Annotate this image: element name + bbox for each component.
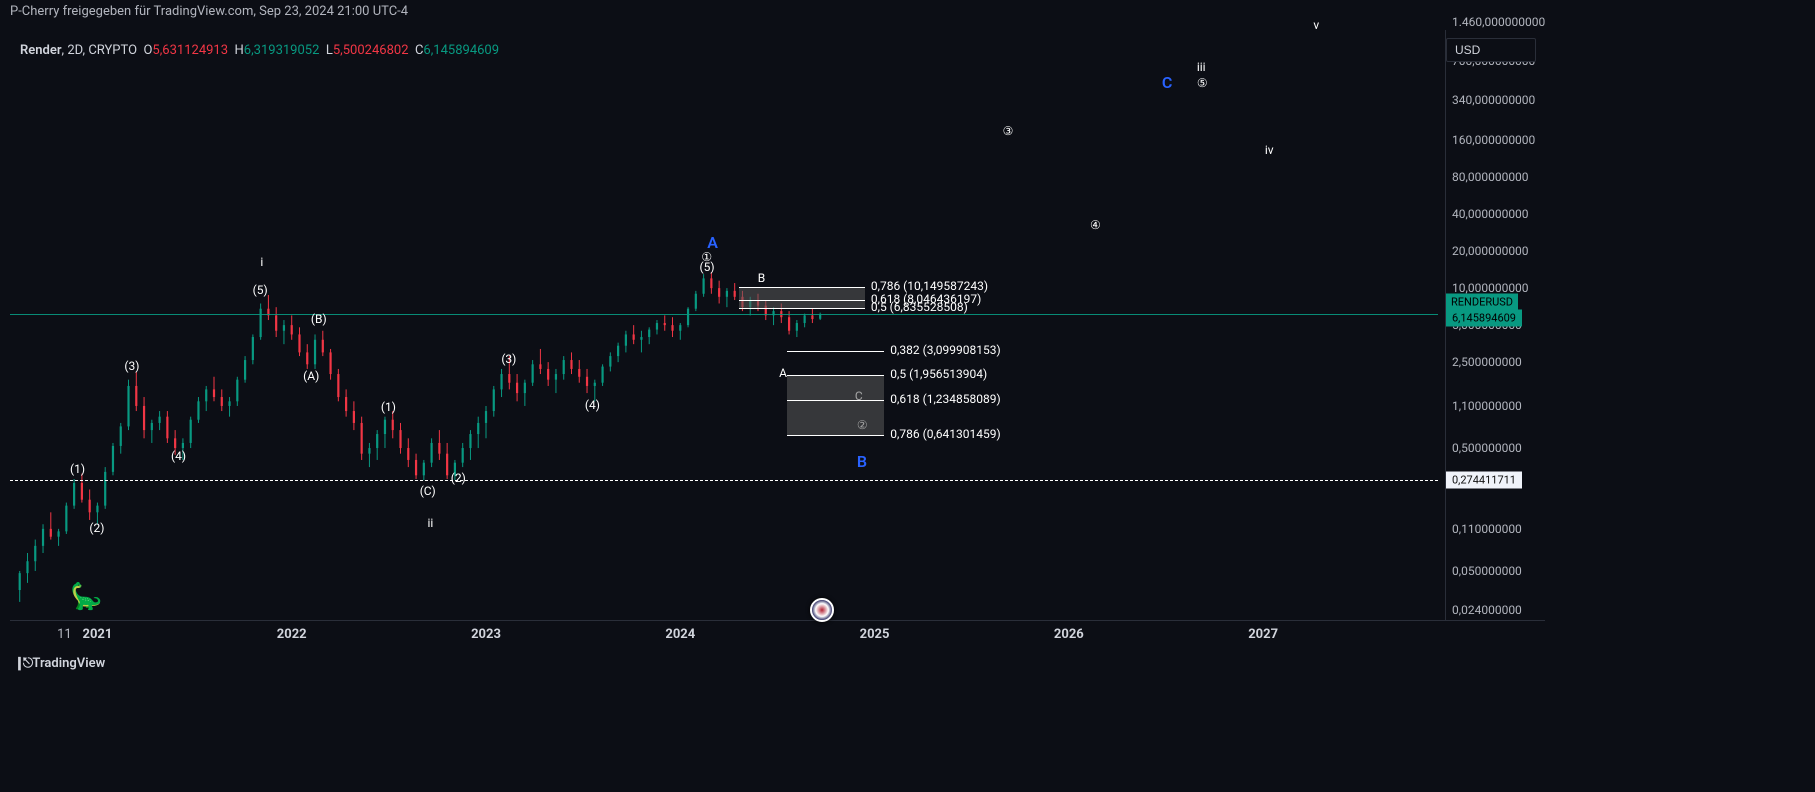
legend-c: 6,145894609 bbox=[423, 43, 499, 58]
legend-exchange: CRYPTO bbox=[88, 43, 137, 58]
chart-legend: Render, 2D, CRYPTO O5,631124913 H6,31931… bbox=[20, 43, 499, 58]
legend-o: 5,631124913 bbox=[152, 43, 228, 58]
x-tick: 2024 bbox=[665, 627, 695, 642]
x-tick: 2027 bbox=[1248, 627, 1278, 642]
branding-text: TradingView bbox=[32, 656, 105, 671]
currency-label: USD bbox=[1455, 43, 1480, 57]
legend-l: 5,500246802 bbox=[333, 43, 409, 58]
y-tick: 1,100000000 bbox=[1452, 399, 1522, 413]
chart-plot-area[interactable] bbox=[10, 30, 1438, 620]
candlestick-chart-svg bbox=[10, 30, 1438, 620]
price-symbol-tag: RENDERUSD bbox=[1446, 294, 1518, 311]
tradingview-logo: TradingView bbox=[14, 656, 105, 671]
y-tick: 0,024000000 bbox=[1452, 603, 1522, 617]
legend-l-label: L bbox=[326, 43, 333, 58]
x-tick: 11 bbox=[57, 627, 72, 642]
y-tick: 40,000000000 bbox=[1452, 207, 1529, 221]
y-tick: 340,000000000 bbox=[1452, 93, 1535, 107]
legend-h: 6,319319052 bbox=[244, 43, 320, 58]
current-price-tag: 6,145894609 bbox=[1446, 310, 1522, 327]
y-tick: 0,500000000 bbox=[1452, 441, 1522, 455]
y-tick: 160,000000000 bbox=[1452, 133, 1535, 147]
x-tick: 2023 bbox=[471, 627, 501, 642]
x-tick: 2025 bbox=[860, 627, 890, 642]
currency-selector-button[interactable]: USD bbox=[1446, 38, 1536, 62]
time-axis[interactable]: 11 2021 2022 2023 2024 2025 2026 2027 bbox=[10, 620, 1545, 649]
y-tick: 1.460,000000000 bbox=[1452, 15, 1545, 29]
y-tick: 0,110000000 bbox=[1452, 522, 1522, 536]
legend-symbol: Render bbox=[20, 43, 62, 58]
y-tick: 20,000000000 bbox=[1452, 244, 1529, 258]
x-tick: 2022 bbox=[277, 627, 307, 642]
price-axis[interactable]: 1.460,000000000700,000000000340,00000000… bbox=[1445, 30, 1544, 620]
y-tick: 0,050000000 bbox=[1452, 564, 1522, 578]
x-tick: 2021 bbox=[83, 627, 113, 642]
legend-interval: 2D bbox=[67, 43, 82, 58]
legend-h-label: H bbox=[235, 43, 244, 58]
y-tick: 80,000000000 bbox=[1452, 170, 1529, 184]
y-tick: 2,500000000 bbox=[1452, 355, 1522, 369]
ref-price-tag: 0,274411711 bbox=[1446, 472, 1522, 489]
x-tick: 2026 bbox=[1054, 627, 1084, 642]
publish-text: P-Cherry freigegeben für TradingView.com… bbox=[10, 4, 408, 19]
